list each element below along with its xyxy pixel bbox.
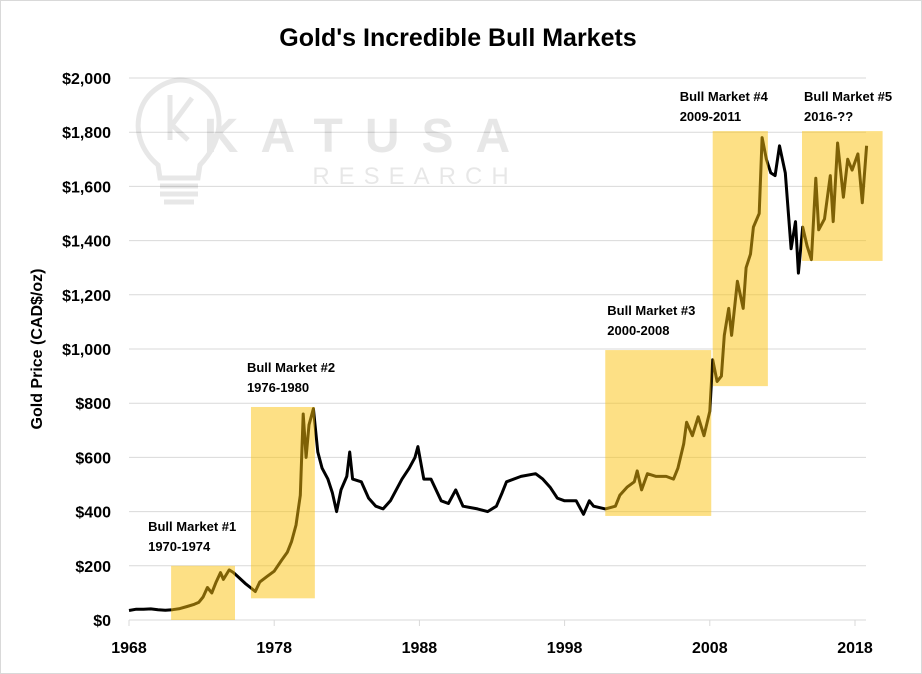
highlight-box-bull-market-3 [605,350,712,516]
x-tick-label: 2008 [692,640,728,657]
highlight-box-bull-market-5 [802,131,883,261]
y-tick-label: $1,800 [62,125,111,142]
y-tick-label: $200 [75,559,111,576]
x-tick-label: 1968 [111,640,147,657]
annotation-label: Bull Market #1 [148,519,236,534]
x-axis: 1968 1978 1988 1998 2008 2018 [111,619,873,657]
annotation-period: 1970-1974 [148,539,211,554]
y-tick-label: $2,000 [62,71,111,88]
y-axis-ticks: $0 $200 $400 $600 $800 $1,000 $1,200 $1,400 $1,6… [62,71,111,630]
y-tick-label: $800 [75,396,111,413]
annotation-period: 1976-1980 [247,380,309,395]
annotation-label: Bull Market #4 [680,89,769,104]
highlight-boxes [171,131,883,620]
highlight-box-bull-market-2 [250,406,315,599]
x-tick-label: 1988 [402,640,438,657]
y-tick-label: $400 [75,505,111,522]
annotation-label: Bull Market #5 [804,89,892,104]
y-tick-label: $0 [93,613,111,630]
annotation-label: Bull Market #3 [607,303,695,318]
y-tick-label: $1,000 [62,342,111,359]
y-tick-label: $1,600 [62,179,111,196]
watermark-name: KATUSA [204,110,532,163]
y-tick-label: $1,400 [62,234,111,251]
chart-title: Gold's Incredible Bull Markets [279,24,636,52]
y-tick-label: $1,200 [62,288,111,305]
annotation-period: 2009-2011 [680,109,741,124]
highlight-box-bull-market-1 [171,565,235,620]
lightbulb-logo-icon [135,77,222,205]
annotation-period: 2000-2008 [607,323,669,338]
annotation-period: 2016-?? [804,109,853,124]
highlight-box-bull-market-4 [712,131,768,387]
y-axis-label: Gold Price (CAD$/oz) [29,269,46,430]
x-tick-label: 1998 [547,640,583,657]
katusa-watermark: KATUSA RESEARCH [135,77,532,205]
watermark-sub: RESEARCH [312,163,517,190]
y-tick-label: $600 [75,450,111,467]
annotation-label: Bull Market #2 [247,360,335,375]
x-tick-label: 1978 [256,640,292,657]
x-tick-label: 2018 [837,640,873,657]
annotations: Bull Market #1 1970-1974 Bull Market #2 197… [148,89,892,554]
